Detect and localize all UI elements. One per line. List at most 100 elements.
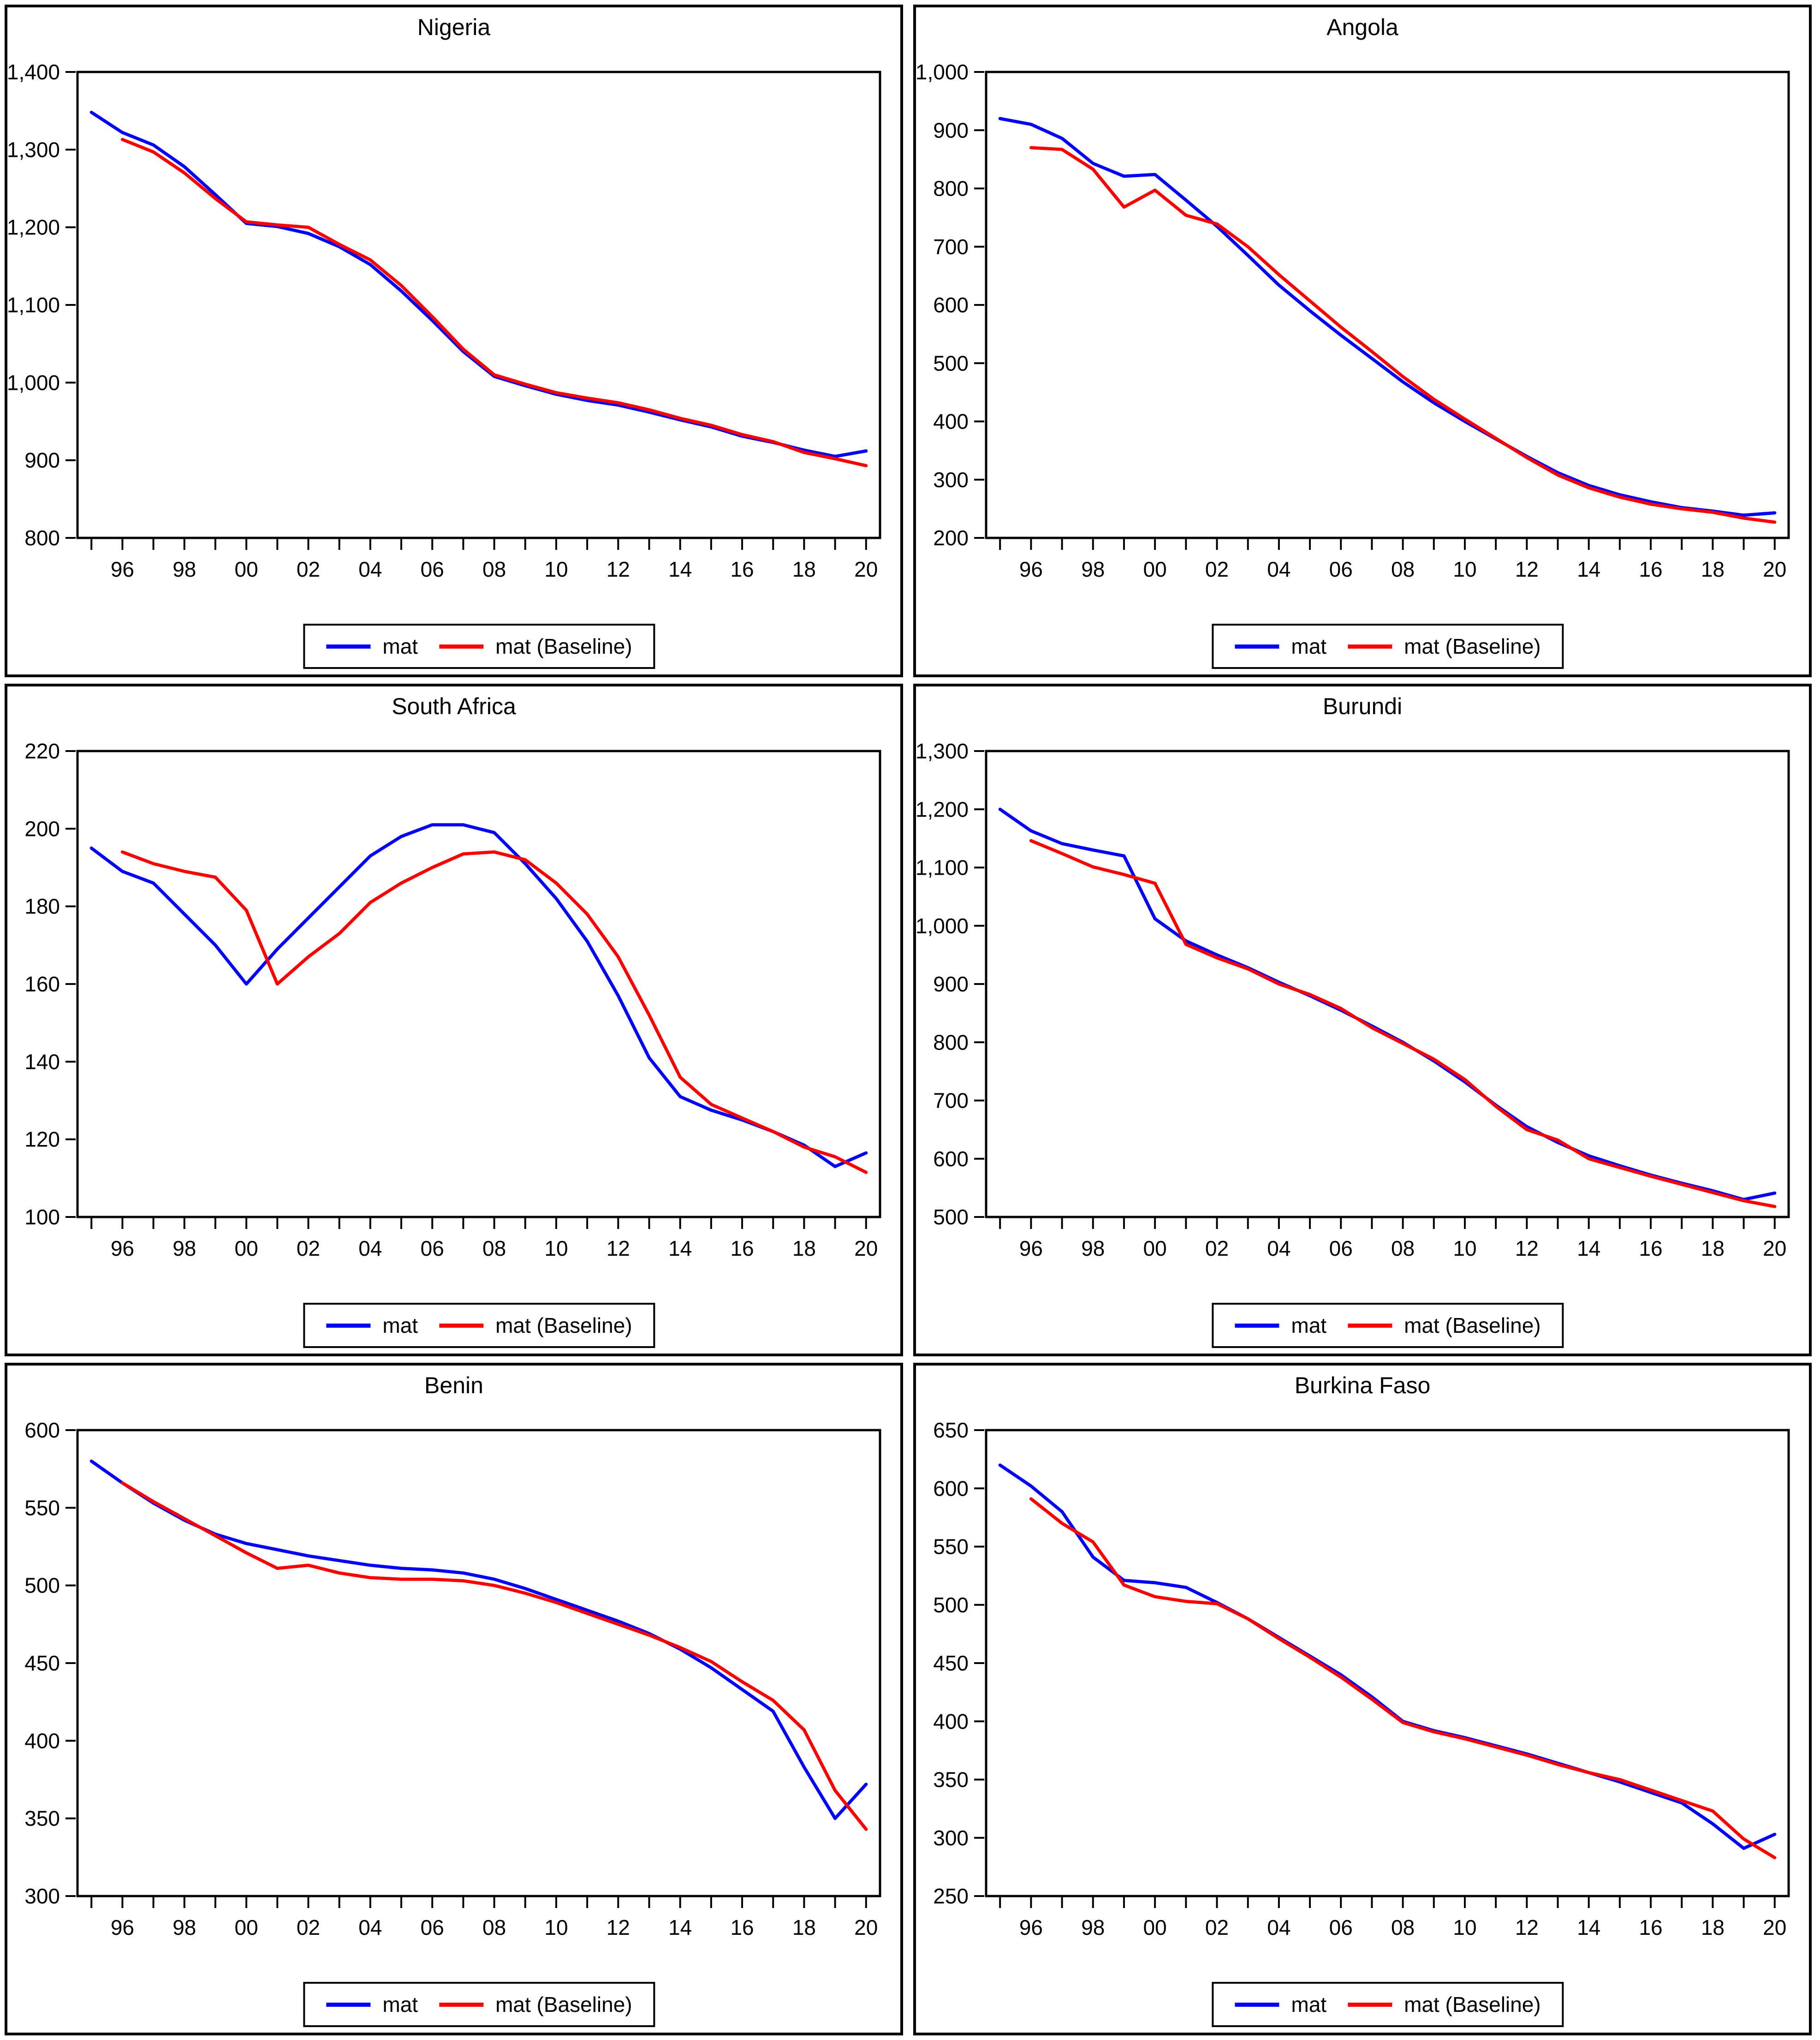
x-tick-label: 14: [1577, 1236, 1600, 1260]
x-tick-label: 00: [1143, 1236, 1167, 1260]
x-tick-label: 08: [482, 557, 506, 581]
x-tick-label: 12: [607, 1236, 630, 1260]
x-tick-label: 04: [358, 557, 382, 581]
x-tick-label: 08: [1391, 1915, 1415, 1939]
x-tick-label: 08: [1391, 1236, 1415, 1260]
y-tick-label: 500: [933, 1205, 969, 1229]
legend-item-mat: mat: [1235, 634, 1326, 659]
y-tick-label: 160: [24, 972, 60, 996]
plot-box: [985, 750, 1790, 1218]
x-tick-label: 08: [482, 1236, 506, 1260]
legend-label-baseline: mat (Baseline): [495, 634, 632, 658]
y-tick-label: 600: [933, 293, 969, 317]
legend-label-mat: mat: [382, 1313, 418, 1337]
x-tick-label: 14: [668, 557, 692, 581]
legend-label-mat: mat: [382, 1992, 418, 2016]
chart-title: Benin: [424, 1372, 483, 1398]
legend-label-baseline: mat (Baseline): [495, 1313, 632, 1337]
y-tick-label: 1,000: [7, 370, 60, 394]
y-tick-label: 350: [933, 1768, 969, 1792]
y-tick-label: 250: [933, 1884, 969, 1908]
baseline-line: [1029, 146, 1777, 524]
legend-item-mat: mat: [326, 1992, 418, 2017]
y-tick-label: 300: [933, 1826, 969, 1850]
x-tick-label: 96: [1019, 557, 1043, 581]
x-tick-label: 96: [111, 1236, 134, 1260]
x-tick-label: 16: [1639, 1915, 1662, 1939]
baseline-line-swatch-icon: [439, 2002, 484, 2007]
x-tick-label: 00: [235, 1915, 258, 1939]
baseline-line: [120, 1481, 868, 1831]
x-tick-label: 96: [1019, 1236, 1043, 1260]
y-tick-label: 350: [24, 1807, 60, 1831]
legend-label-baseline: mat (Baseline): [1404, 1992, 1541, 2016]
x-tick-label: 16: [1639, 557, 1662, 581]
chart-title: Burundi: [1322, 693, 1403, 719]
plot-box: [985, 71, 1790, 539]
chart-title: South Africa: [392, 693, 516, 719]
y-tick-label: 180: [24, 895, 60, 919]
y-tick-label: 100: [24, 1205, 60, 1229]
plot-box: [76, 750, 881, 1218]
legend-label-baseline: mat (Baseline): [1404, 1313, 1541, 1337]
plot-box: [76, 1429, 881, 1897]
legend-item-mat: mat: [1235, 1992, 1326, 2017]
x-tick-label: 04: [358, 1915, 382, 1939]
y-tick-label: 1,000: [916, 914, 969, 938]
x-tick-label: 18: [792, 1236, 816, 1260]
legend-label-mat: mat: [1291, 634, 1327, 658]
x-tick-label: 02: [297, 1915, 320, 1939]
legend-item-baseline: mat (Baseline): [1348, 634, 1541, 659]
x-tick-label: 02: [1205, 1236, 1229, 1260]
plot-area: 1,400 1,300 1,200 1,100 1,000 900 800 96 98 00 02 0…: [7, 60, 881, 581]
x-tick-label: 12: [1515, 1915, 1539, 1939]
x-tick-label: 10: [544, 1236, 568, 1260]
y-tick-label: 1,100: [916, 856, 969, 880]
y-tick-label: 300: [933, 468, 969, 492]
y-tick-label: 450: [24, 1651, 60, 1675]
legend: mat mat (Baseline): [303, 1303, 655, 1348]
x-tick-label: 06: [421, 1915, 444, 1939]
x-tick-label: 18: [1701, 1915, 1725, 1939]
mat-line-swatch-icon: [326, 2002, 371, 2007]
x-tick-label: 00: [1143, 1915, 1167, 1939]
x-tick-label: 02: [1205, 557, 1229, 581]
mat-line-swatch-icon: [326, 644, 371, 649]
x-tick-label: 00: [235, 1236, 258, 1260]
y-tick-label: 650: [933, 1418, 969, 1442]
y-tick-label: 400: [24, 1729, 60, 1753]
y-tick-label: 200: [933, 526, 969, 550]
x-tick-label: 06: [1329, 1236, 1353, 1260]
x-tick-label: 06: [1329, 557, 1353, 581]
x-tick-label: 98: [172, 1915, 196, 1939]
chart-panel-burundi: Burundi 1,300 1,200 1,100 1,000 900 800 700 600…: [913, 684, 1812, 1356]
y-tick-label: 900: [24, 448, 60, 472]
x-tick-label: 20: [1763, 1915, 1786, 1939]
x-tick-label: 20: [1763, 557, 1786, 581]
chart-panel-burkina-faso: Burkina Faso 650 600 550 500 450 400 350 300 250…: [913, 1363, 1812, 2035]
legend-item-baseline: mat (Baseline): [439, 1313, 632, 1338]
x-tick-label: 08: [482, 1915, 506, 1939]
x-tick-label: 98: [1081, 1236, 1105, 1260]
x-tick-label: 02: [297, 557, 320, 581]
baseline-line: [120, 850, 868, 1174]
y-tick-label: 400: [933, 410, 969, 434]
x-tick-label: 14: [668, 1915, 692, 1939]
y-tick-label: 900: [933, 972, 969, 996]
mat-line-swatch-icon: [1235, 2002, 1279, 2007]
legend: mat mat (Baseline): [1212, 1982, 1564, 2027]
plot-area: 650 600 550 500 450 400 350 300 250 96 98 00 02 04 06 0…: [933, 1418, 1790, 1939]
x-tick-label: 16: [1639, 1236, 1662, 1260]
y-tick-label: 600: [933, 1147, 969, 1171]
mat-line: [89, 1459, 868, 1820]
chart-panel-angola: Angola 1,000 900 800 700 600 500 400 300 200 96 98…: [913, 5, 1812, 677]
x-tick-label: 12: [607, 557, 630, 581]
legend-item-mat: mat: [326, 1313, 418, 1338]
x-tick-label: 04: [1267, 1915, 1291, 1939]
mat-line-swatch-icon: [1235, 1323, 1279, 1328]
y-tick-label: 550: [24, 1496, 60, 1520]
x-tick-label: 12: [1515, 557, 1539, 581]
legend-label-baseline: mat (Baseline): [1404, 634, 1541, 658]
legend-label-mat: mat: [1291, 1992, 1327, 2016]
